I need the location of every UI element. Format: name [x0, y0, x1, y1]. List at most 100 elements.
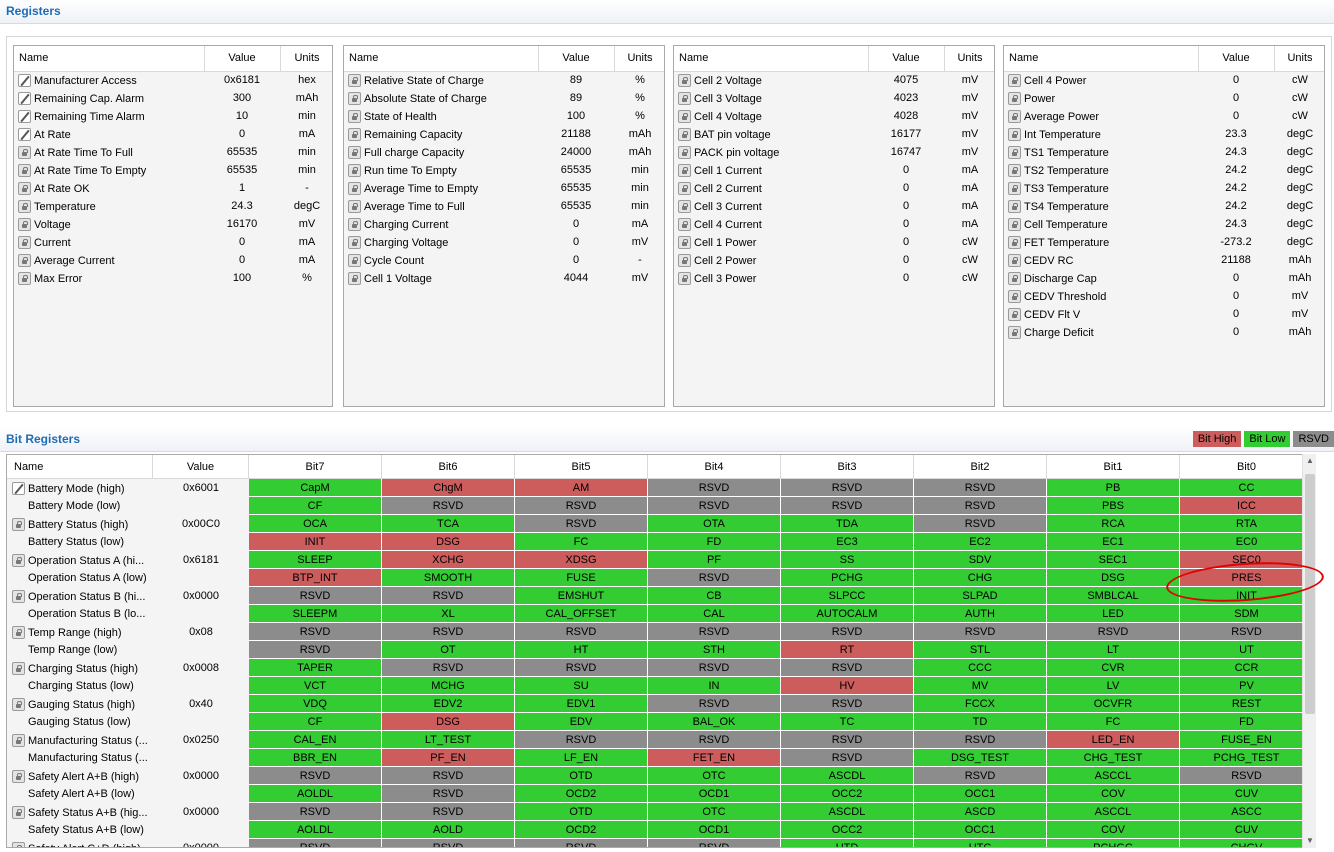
bit-register-row[interactable]: Battery Mode (low) CF RSVD RSVD RSVD RSVD RSVD… — [7, 497, 1314, 515]
register-row[interactable]: PACK pin voltage 16747 mV — [674, 143, 994, 161]
bit-register-row[interactable]: Battery Mode (high) 0x6001 CapM ChgM AM RSVD R… — [7, 479, 1314, 497]
bit-cell[interactable]: FC — [1047, 713, 1180, 731]
scroll-up-arrow-icon[interactable]: ▲ — [1306, 456, 1314, 465]
bit-cell[interactable]: BAL_OK — [648, 713, 781, 731]
bit-cell[interactable]: COV — [1047, 785, 1180, 803]
bit-cell[interactable]: SU — [515, 677, 648, 695]
bit-register-row[interactable]: Safety Alert A+B (high) 0x0000 RSVD RSVD OTD… — [7, 767, 1314, 785]
bit-cell[interactable]: EDV — [515, 713, 648, 731]
bit-cell[interactable]: OCC1 — [914, 785, 1047, 803]
register-row[interactable]: State of Health 100% — [344, 107, 664, 125]
column-header-name[interactable]: Name — [674, 46, 869, 72]
bit-cell[interactable]: STL — [914, 641, 1047, 659]
bit-cell[interactable]: BTP_INT — [249, 569, 382, 587]
bit-cell[interactable]: OCD2 — [515, 821, 648, 839]
bit-cell[interactable]: RSVD — [914, 767, 1047, 785]
bit-cell[interactable]: ASCC — [1180, 803, 1314, 821]
bit-registers-scrollbar[interactable]: ▲ ▼ — [1302, 454, 1316, 848]
bit-cell[interactable]: INIT — [1180, 587, 1314, 605]
register-row[interactable]: Cycle Count 0 - — [344, 251, 664, 269]
bit-cell[interactable]: OCC2 — [781, 785, 914, 803]
bit-cell[interactable]: LF_EN — [515, 749, 648, 767]
bit-register-row[interactable]: Safety Status A+B (low) AOLDL AOLD OCD2 OCD1… — [7, 821, 1314, 839]
bit-cell[interactable]: OCC2 — [781, 821, 914, 839]
bit-cell[interactable]: RSVD — [781, 749, 914, 767]
bit-cell[interactable]: DSG — [382, 713, 515, 731]
register-row[interactable]: Remaining Time Alarm 10 min — [14, 107, 332, 125]
bit-cell[interactable]: SDM — [1180, 605, 1314, 623]
bit-cell[interactable]: CCC — [914, 659, 1047, 677]
register-value[interactable]: 0x6181 — [223, 74, 261, 87]
bit-cell[interactable]: BBR_EN — [249, 749, 382, 767]
register-row[interactable]: Charge Deficit 0 mAh — [1004, 323, 1324, 341]
bit-cell[interactable]: RSVD — [781, 731, 914, 749]
bit-cell[interactable]: EC0 — [1180, 533, 1314, 551]
bit-cell[interactable]: FD — [648, 533, 781, 551]
bit-cell[interactable]: PCHG_TEST — [1180, 749, 1314, 767]
register-row[interactable]: Cell 1 Power 0 cW — [674, 233, 994, 251]
bit-register-row[interactable]: Temp Range (low) RSVD OT HT STH RT STL LT UT — [7, 641, 1314, 659]
bit-cell[interactable]: HT — [515, 641, 648, 659]
bit-cell[interactable]: AUTH — [914, 605, 1047, 623]
bit-cell[interactable]: RSVD — [249, 803, 382, 821]
bit-cell[interactable]: OCVFR — [1047, 695, 1180, 713]
bit-cell[interactable]: SDV — [914, 551, 1047, 569]
bit-register-row[interactable]: Operation Status A (low) BTP_INT SMOOTH FUS… — [7, 569, 1314, 587]
bit-column-header-bit0[interactable]: Bit0 — [1180, 455, 1314, 479]
register-row[interactable]: FET Temperature -273.2 degC — [1004, 233, 1324, 251]
register-row[interactable]: Average Power 0 cW — [1004, 107, 1324, 125]
bit-register-row[interactable]: Safety Alert A+B (low) AOLDL RSVD OCD2 OCD1 O… — [7, 785, 1314, 803]
bit-column-header-name[interactable]: Name — [7, 455, 153, 479]
bit-cell[interactable]: ChgM — [382, 479, 515, 497]
bit-cell[interactable]: LED — [1047, 605, 1180, 623]
register-row[interactable]: Cell 2 Current 0 mA — [674, 179, 994, 197]
bit-cell[interactable]: RSVD — [648, 569, 781, 587]
bit-cell[interactable]: RSVD — [914, 623, 1047, 641]
bit-cell[interactable]: HV — [781, 677, 914, 695]
bit-cell[interactable]: RSVD — [382, 659, 515, 677]
bit-cell[interactable]: IN — [648, 677, 781, 695]
bit-cell[interactable]: UTD — [781, 839, 914, 847]
bit-cell[interactable]: AOLDL — [249, 821, 382, 839]
bit-cell[interactable]: TD — [914, 713, 1047, 731]
bit-register-row[interactable]: Safety Status A+B (hig... 0x0000 RSVD RSVD O… — [7, 803, 1314, 821]
bit-cell[interactable]: DSG — [1047, 569, 1180, 587]
bit-cell[interactable]: PCHGC — [1047, 839, 1180, 847]
bit-register-row[interactable]: Temp Range (high) 0x08 RSVD RSVD RSVD RSVD RSV… — [7, 623, 1314, 641]
bit-cell[interactable]: RSVD — [648, 659, 781, 677]
register-row[interactable]: BAT pin voltage 16177 mV — [674, 125, 994, 143]
register-row[interactable]: Cell 4 Voltage 4028 mV — [674, 107, 994, 125]
register-value[interactable]: 0 — [238, 128, 246, 140]
bit-cell[interactable]: ASCCL — [1047, 767, 1180, 785]
bit-cell[interactable]: LT — [1047, 641, 1180, 659]
bit-column-header-bit3[interactable]: Bit3 — [781, 455, 914, 479]
bit-register-row[interactable]: Battery Status (high) 0x00C0 OCA TCA RSVD OTA… — [7, 515, 1314, 533]
bit-register-row[interactable]: Gauging Status (low) CF DSG EDV BAL_OK TC TD FC… — [7, 713, 1314, 731]
bit-cell[interactable]: VCT — [249, 677, 382, 695]
scroll-down-arrow-icon[interactable]: ▼ — [1306, 836, 1314, 845]
scroll-thumb[interactable] — [1305, 474, 1315, 714]
bit-cell[interactable]: RSVD — [781, 479, 914, 497]
register-row[interactable]: Cell 3 Current 0 mA — [674, 197, 994, 215]
bit-cell[interactable]: ASCDL — [781, 803, 914, 821]
bit-cell[interactable]: CapM — [249, 479, 382, 497]
register-row[interactable]: Cell 4 Power 0 cW — [1004, 71, 1324, 89]
bit-cell[interactable]: TCA — [382, 515, 515, 533]
edit-icon[interactable] — [18, 73, 31, 87]
bit-cell[interactable]: CB — [648, 587, 781, 605]
register-row[interactable]: CEDV Flt V 0 mV — [1004, 305, 1324, 323]
bit-cell[interactable]: AOLDL — [249, 785, 382, 803]
bit-cell[interactable]: OTD — [515, 803, 648, 821]
column-header-units[interactable]: Units — [614, 46, 664, 72]
bit-register-row[interactable]: Charging Status (low) VCT MCHG SU IN HV MV LV PV — [7, 677, 1314, 695]
bit-column-header-bit4[interactable]: Bit4 — [648, 455, 781, 479]
bit-cell[interactable]: RSVD — [382, 803, 515, 821]
register-row[interactable]: Charging Voltage 0 mV — [344, 233, 664, 251]
bit-register-row[interactable]: Operation Status A (hi... 0x6181 SLEEP XCHG… — [7, 551, 1314, 569]
bit-cell[interactable]: SLPCC — [781, 587, 914, 605]
bit-cell[interactable]: RSVD — [249, 587, 382, 605]
bit-cell[interactable]: PCHG — [781, 569, 914, 587]
bit-cell[interactable]: RSVD — [914, 497, 1047, 515]
bit-cell[interactable]: RSVD — [914, 731, 1047, 749]
bit-cell[interactable]: OTA — [648, 515, 781, 533]
